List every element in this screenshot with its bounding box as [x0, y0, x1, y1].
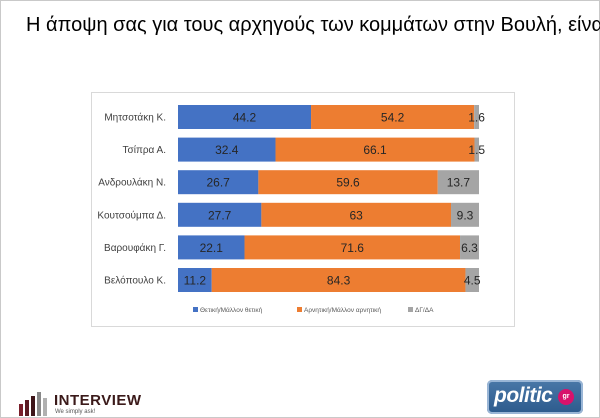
- interview-logo: INTERVIEW We simply ask!: [18, 388, 158, 416]
- data-label: 54.2: [381, 111, 405, 125]
- legend-label: Αρνητική/Μάλλον αρνητική: [304, 306, 381, 314]
- bar-segment: [465, 268, 479, 292]
- bar-segment: [244, 235, 461, 260]
- bar-segment: [451, 202, 479, 227]
- bar-segment: [258, 170, 438, 195]
- bar-segment: [474, 137, 479, 162]
- data-label: 44.2: [233, 111, 257, 125]
- data-label: 32.4: [215, 143, 239, 157]
- data-label: 22.1: [200, 241, 224, 255]
- bar-segment: [474, 105, 479, 129]
- bar-segment: [178, 170, 259, 195]
- politic-gr-badge: gr: [558, 389, 574, 405]
- interview-name: INTERVIEW: [54, 392, 142, 409]
- stacked-bar-chart: Μητσοτάκη Κ. 44.2 54.2 1.6 Τσίπρα Α. 32.4 66.1…: [97, 105, 485, 314]
- bar-segment: [311, 105, 475, 129]
- chart-title: Η άποψη σας για τους αρχηγούς των κομμάτ…: [26, 14, 600, 36]
- data-label: 66.1: [363, 143, 387, 157]
- bar-segment: [178, 105, 312, 129]
- data-label: 13.7: [447, 176, 471, 190]
- politic-logo: politic gr: [487, 380, 583, 414]
- bar-segment: [275, 137, 475, 162]
- data-label: 11.2: [184, 274, 207, 288]
- interview-bars-icon: [19, 392, 47, 416]
- chart-area: Μητσοτάκη Κ. 44.2 54.2 1.6 Τσίπρα Α. 32.4 66.1…: [91, 92, 515, 327]
- category-label: Βελόπουλο Κ.: [104, 275, 166, 287]
- category-label: Κουτσούμπα Δ.: [97, 209, 166, 221]
- data-label: 84.3: [327, 274, 351, 288]
- data-label: 63: [350, 208, 364, 222]
- legend-label: ΔΓ/ΔΑ: [415, 307, 434, 314]
- data-label: 6.3: [461, 241, 478, 255]
- legend-swatch: [193, 307, 198, 312]
- bar-segment: [178, 137, 276, 162]
- interview-tagline: We simply ask!: [55, 409, 96, 415]
- bar-segment: [460, 235, 479, 260]
- bar-segment: [261, 202, 452, 227]
- bar-segment: [178, 235, 245, 260]
- category-label: Τσίπρα Α.: [123, 144, 166, 156]
- data-label: 71.6: [341, 241, 365, 255]
- data-label: 27.7: [208, 208, 232, 222]
- data-label: 4.5: [464, 274, 481, 288]
- data-label: 1.6: [468, 111, 485, 125]
- politic-name: politic: [494, 384, 553, 407]
- category-label: Ανδρουλάκη Ν.: [98, 177, 166, 189]
- bar-segment: [437, 170, 479, 195]
- data-label: 26.7: [207, 176, 231, 190]
- data-label: 1.5: [468, 143, 485, 157]
- bar-segment: [178, 268, 212, 292]
- bar-segment: [178, 202, 262, 227]
- category-label: Βαρουφάκη Γ.: [104, 242, 166, 254]
- legend-swatch: [297, 307, 302, 312]
- data-label: 9.3: [457, 208, 474, 222]
- category-label: Μητσοτάκη Κ.: [104, 112, 166, 124]
- legend-label: Θετική/Μάλλον θετική: [200, 306, 263, 314]
- legend-swatch: [408, 307, 413, 312]
- bar-segment: [211, 268, 466, 292]
- data-label: 59.6: [336, 176, 360, 190]
